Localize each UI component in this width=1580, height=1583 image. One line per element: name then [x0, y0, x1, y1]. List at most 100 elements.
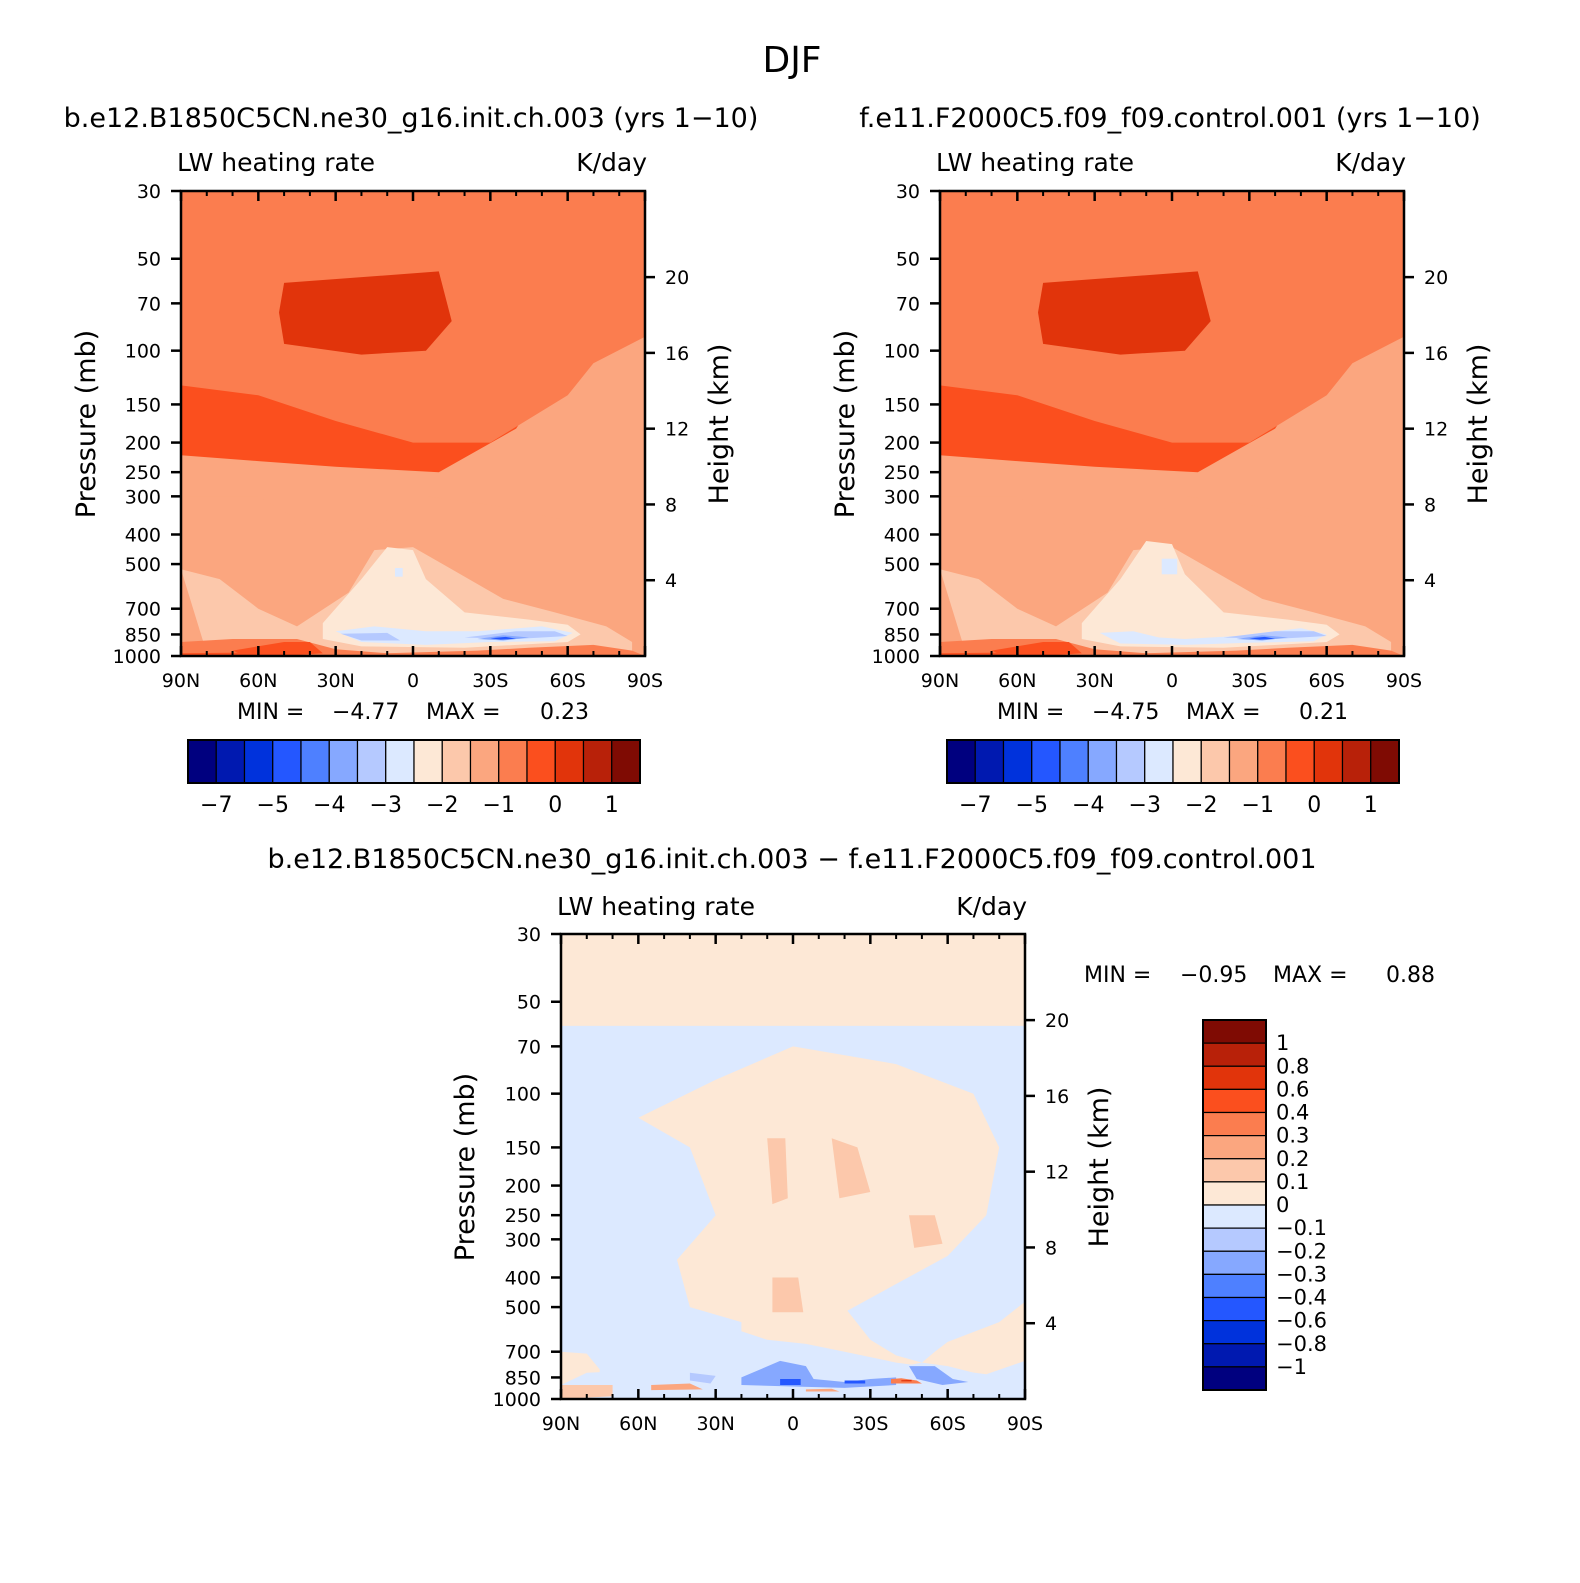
contour-region	[279, 271, 452, 355]
y-tick-label: 400	[884, 524, 920, 546]
panel-b-max-label: MAX =	[1186, 700, 1261, 725]
colorbar-label: 0	[1276, 1193, 1289, 1217]
x-tick-label: 30N	[696, 1413, 734, 1435]
colorbar-swatch	[272, 739, 302, 784]
colorbar-swatch	[1202, 1158, 1267, 1183]
colorbar-label: −4	[1072, 793, 1104, 818]
colorbar-swatch	[582, 739, 613, 784]
colorbar-frame	[187, 739, 641, 784]
y-tick-label: 30	[896, 181, 920, 203]
y2-tick-label: 16	[1045, 1086, 1069, 1108]
contour-region	[464, 631, 568, 639]
y-tick-label: 700	[125, 599, 161, 621]
colorbar-swatch	[1202, 1273, 1267, 1299]
colorbar-swatch	[1202, 1019, 1267, 1044]
contour-region	[1081, 541, 1340, 648]
colorbar-swatch	[1202, 1250, 1267, 1275]
y-tick-label: 500	[884, 554, 920, 576]
y2-tick-label: 12	[1045, 1162, 1069, 1184]
colorbar-swatch	[498, 739, 528, 784]
panel-c-max-value: 0.88	[1386, 963, 1435, 988]
y2-tick-label: 16	[665, 343, 689, 365]
colorbar-label: 0.4	[1276, 1101, 1309, 1125]
y-tick-label: 700	[884, 599, 920, 621]
contour-region	[767, 1138, 788, 1205]
y-tick-label: 50	[896, 249, 920, 271]
x-tick-label: 60N	[239, 670, 277, 692]
colorbar-label: −1	[483, 793, 515, 818]
colorbar-swatch	[1202, 1135, 1267, 1160]
y-tick-label: 1000	[872, 646, 920, 668]
colorbar-swatch	[1341, 739, 1372, 784]
panel-a-max-label: MAX =	[426, 700, 501, 725]
panel-a-title: b.e12.B1850C5CN.ne30_g16.init.ch.003 (yr…	[64, 103, 759, 134]
colorbar-label: 0.3	[1276, 1124, 1309, 1148]
contour-region	[561, 1385, 613, 1399]
colorbar-label: 0.8	[1276, 1054, 1309, 1078]
panel-a-colorbar: −7 −5 −4 −3 −2 −1 0 1	[187, 739, 641, 818]
x-tick-label: 0	[1166, 670, 1178, 692]
x-tick-label: 90N	[921, 670, 959, 692]
contour-region	[490, 636, 517, 640]
panel-c-contours	[561, 934, 1025, 1399]
contour-region	[1161, 558, 1178, 575]
panel-c-max-label: MAX =	[1273, 963, 1348, 988]
y2-tick-label: 20	[1424, 267, 1448, 289]
contour-region	[651, 1383, 703, 1391]
panel-c-field-label: LW heating rate	[557, 892, 755, 921]
panel-b-max-value: 0.21	[1299, 700, 1348, 725]
x-tick-label: 30N	[1075, 670, 1113, 692]
colorbar-swatch	[1202, 1181, 1267, 1206]
colorbar-swatch	[1115, 739, 1146, 784]
y-tick-label: 850	[505, 1367, 541, 1389]
y-tick-label: 200	[884, 433, 920, 455]
panel-b-colorbar: −7 −5 −4 −3 −2 −1 0 1	[946, 739, 1400, 818]
contour-region	[805, 1388, 840, 1392]
y2-tick-label: 16	[1424, 343, 1448, 365]
x-tick-label: 90N	[542, 1413, 580, 1435]
colorbar-swatch	[300, 739, 330, 784]
y2-tick-label: 20	[665, 267, 689, 289]
panel-a-units-label: K/day	[576, 148, 647, 177]
x-tick-label: 60S	[550, 670, 586, 692]
y-tick-label: 250	[125, 462, 161, 484]
y-tick-label: 150	[125, 394, 161, 416]
y-tick-label: 500	[125, 554, 161, 576]
x-tick-label: 30S	[852, 1413, 888, 1435]
colorbar-frame	[1202, 1019, 1267, 1391]
contour-region	[1223, 631, 1327, 639]
colorbar-swatch	[385, 739, 415, 784]
colorbar-swatch	[1285, 739, 1315, 784]
panel-b-y2label: Height (km)	[1463, 344, 1494, 505]
y2-tick-label: 4	[1424, 570, 1436, 592]
colorbar-swatch	[554, 739, 585, 784]
colorbar-label: 0.6	[1276, 1077, 1309, 1101]
colorbar-swatch	[413, 739, 443, 784]
colorbar-swatch	[946, 739, 976, 784]
x-tick-label: 90S	[627, 670, 663, 692]
y-tick-label: 300	[884, 486, 920, 508]
colorbar-swatch	[328, 739, 359, 784]
y-tick-label: 300	[505, 1229, 541, 1251]
y-tick-label: 400	[125, 524, 161, 546]
figure-title: DJF	[762, 40, 821, 81]
colorbar-swatch	[469, 739, 500, 784]
y-tick-label: 1000	[113, 646, 161, 668]
panel-b-title: f.e11.F2000C5.f09_f09.control.001 (yrs 1…	[859, 103, 1481, 134]
colorbar-swatch	[526, 739, 556, 784]
x-tick-label: 90S	[1386, 670, 1422, 692]
colorbar-label: −2	[426, 793, 458, 818]
colorbar-swatch	[1257, 739, 1287, 784]
panel-a: b.e12.B1850C5CN.ne30_g16.init.ch.003 (yr…	[64, 103, 759, 818]
y2-tick-label: 20	[1045, 1010, 1069, 1032]
colorbar-label: −0.2	[1276, 1239, 1327, 1263]
contour-region	[741, 1301, 1025, 1375]
y-tick-label: 70	[896, 293, 920, 315]
y-tick-label: 250	[505, 1205, 541, 1227]
panel-a-min-label: MIN =	[237, 700, 304, 725]
contour-region	[1038, 271, 1211, 355]
colorbar-swatch	[1202, 1088, 1267, 1114]
x-tick-label: 30S	[1231, 670, 1267, 692]
colorbar-label: −3	[1129, 793, 1161, 818]
